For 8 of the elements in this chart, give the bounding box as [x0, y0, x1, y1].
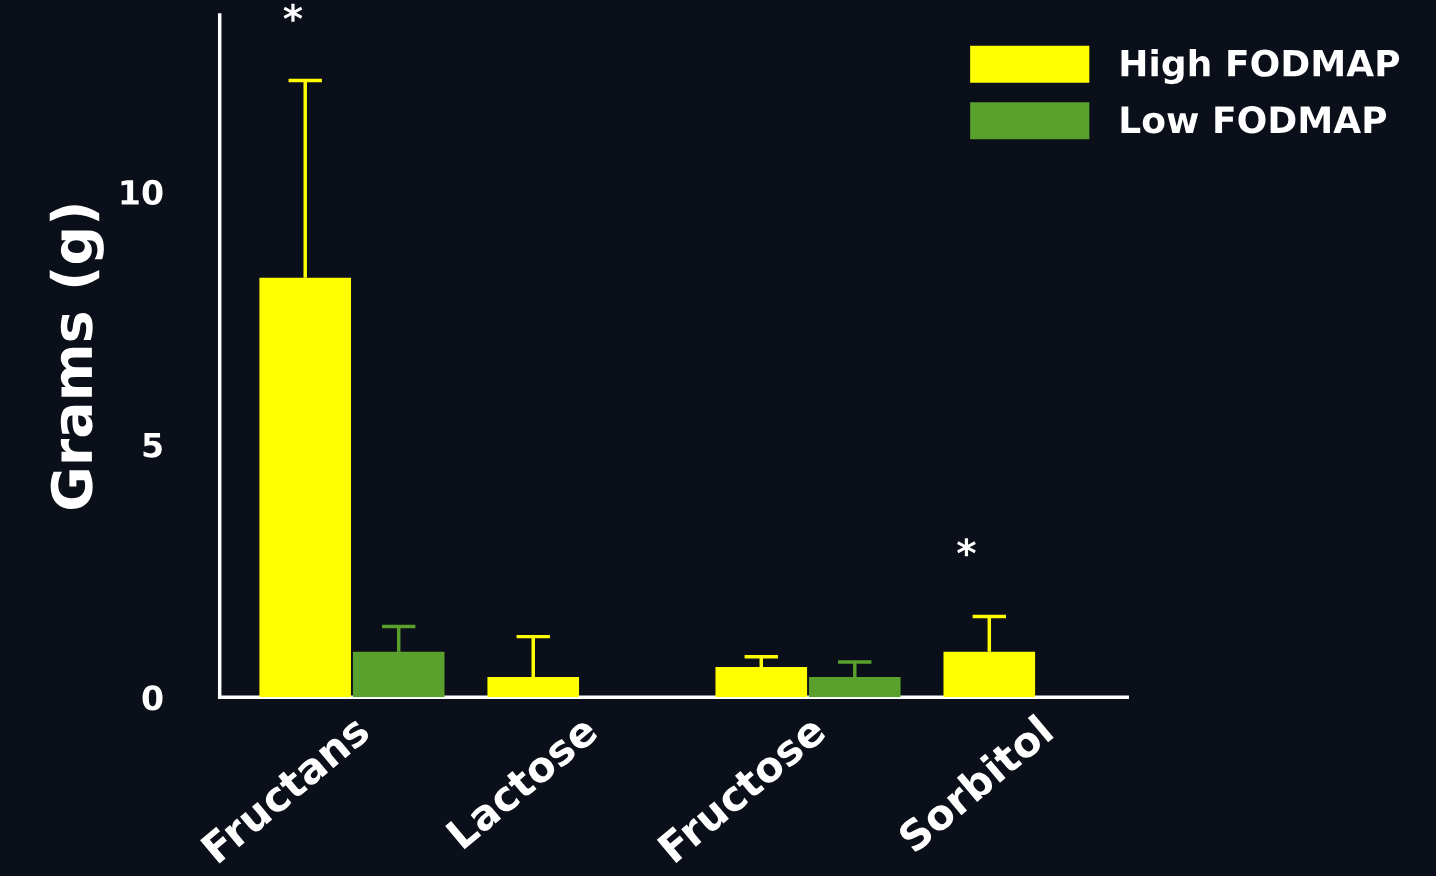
y-tick-label: 10 — [121, 179, 163, 205]
annotation: * — [283, 3, 303, 22]
y-axis-title: Grams (g) — [49, 205, 104, 509]
y-tick-label: 5 — [143, 432, 162, 458]
y-tick-label: 0 — [142, 685, 163, 711]
legend-label: High FODMAP — [1121, 48, 1400, 85]
annotation: * — [957, 538, 976, 557]
legend-label: Low FODMAP — [1121, 106, 1387, 134]
